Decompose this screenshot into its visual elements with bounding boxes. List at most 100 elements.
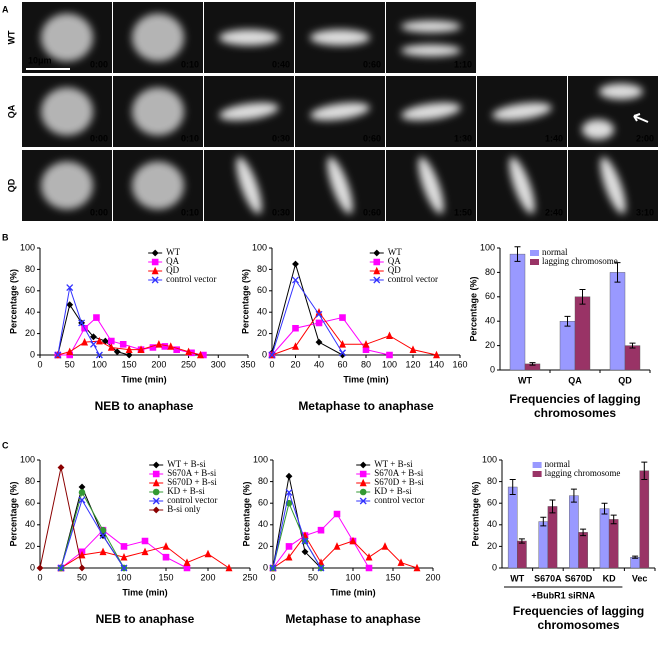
timestamp: 2:00: [636, 133, 654, 143]
row-label: WT: [6, 30, 16, 44]
timestamp: 0:30: [272, 207, 290, 217]
x-tick-label: 150: [158, 572, 173, 582]
marker: [66, 347, 74, 356]
cell: [132, 13, 184, 62]
x-tick-label: 100: [382, 359, 397, 369]
marker: [317, 564, 325, 572]
error-bar: [610, 514, 617, 525]
legend-marker: [152, 497, 160, 505]
series-line: [272, 476, 322, 569]
timestamp: 0:40: [272, 59, 290, 69]
y-tick-label: 0: [490, 364, 495, 374]
chromatin: [599, 83, 643, 100]
cell: [509, 157, 535, 214]
y-tick-label: 80: [25, 476, 35, 486]
y-tick-label: 0: [30, 562, 35, 572]
bar: [624, 345, 641, 371]
x-tick-label: 200: [151, 359, 166, 369]
x-axis-label: Time (min): [121, 374, 166, 384]
legend-label: S670D + B-si: [167, 477, 217, 487]
x-tick-label: KD: [603, 573, 616, 583]
error-bar: [570, 488, 577, 503]
series-line: [60, 498, 125, 569]
y-tick-label: 0: [30, 349, 35, 359]
marker: [125, 351, 133, 359]
y-tick-label: 40: [487, 519, 497, 529]
y-axis-label: Percentage (%): [240, 269, 250, 334]
y-tick-label: 80: [258, 476, 268, 486]
y-tick-label: 100: [480, 242, 495, 252]
marker: [333, 542, 341, 550]
marker: [409, 345, 417, 353]
legend-label: lagging chromosome: [545, 468, 621, 478]
y-tick-label: 80: [257, 264, 267, 274]
legend-marker: [373, 276, 381, 284]
error-bar: [529, 362, 536, 366]
legend-marker: [152, 478, 160, 487]
chart-caption: Metaphase to anaphase: [285, 612, 421, 626]
legend-marker: [152, 506, 160, 514]
row-label: QA: [6, 104, 16, 118]
marker: [167, 342, 175, 350]
legend-marker: [359, 478, 367, 487]
scale-bar-label: 10μm: [28, 55, 52, 65]
marker: [315, 338, 323, 346]
y-tick-label: 40: [258, 519, 268, 529]
chart-caption: NEB to anaphase: [95, 612, 195, 626]
marker: [81, 337, 89, 346]
series-line: [271, 311, 437, 356]
chromatin: [327, 157, 353, 214]
legend-label: QD: [166, 265, 179, 275]
series-line: [271, 316, 390, 356]
marker: [285, 543, 293, 550]
legend-label: S670A + B-si: [374, 468, 424, 478]
cell: [132, 161, 184, 210]
legend-swatch: [532, 462, 542, 468]
marker: [90, 340, 97, 348]
legend-label: B-si only: [167, 504, 201, 514]
chromatin: [401, 20, 461, 33]
marker: [36, 564, 44, 572]
cell: [219, 102, 279, 121]
marker: [120, 552, 128, 561]
legend-swatch: [532, 471, 542, 477]
chromatin: [132, 161, 184, 210]
legend-swatch: [530, 250, 539, 256]
x-tick-label: 200: [200, 572, 215, 582]
marker: [78, 319, 86, 327]
marker: [413, 563, 421, 572]
series-line: [271, 278, 343, 356]
legend-label: WT + B-si: [167, 459, 206, 469]
x-tick-label: 0: [37, 572, 42, 582]
y-tick-label: 40: [25, 519, 35, 529]
marker: [161, 343, 169, 350]
x-axis-label: Time (min): [330, 587, 375, 597]
bar: [609, 272, 626, 371]
bar: [559, 321, 576, 371]
marker: [141, 547, 149, 556]
marker: [78, 496, 86, 504]
x-tick-label: 200: [425, 572, 440, 582]
legend-marker: [151, 276, 159, 284]
bar: [507, 486, 518, 569]
legend-label: QA: [166, 256, 179, 266]
chromatin: [310, 29, 370, 46]
timestamp: 3:10: [636, 207, 654, 217]
y-tick-label: 80: [487, 476, 497, 486]
legend-marker: [151, 258, 159, 266]
marker: [99, 532, 107, 540]
cell: [600, 157, 626, 214]
legend-swatch: [530, 259, 539, 265]
marker: [204, 549, 212, 558]
y-tick-label: 20: [25, 328, 35, 338]
x-tick-label: 350: [240, 359, 255, 369]
legend-marker: [373, 249, 381, 257]
marker: [381, 542, 389, 550]
x-tick-label: 40: [314, 359, 324, 369]
legend-label: control vector: [388, 274, 438, 284]
chart-caption: Frequencies of lagging chromosomes: [509, 392, 641, 420]
chromatin: [41, 87, 93, 136]
series-line: [272, 534, 418, 569]
timestamp: 0:00: [90, 207, 108, 217]
